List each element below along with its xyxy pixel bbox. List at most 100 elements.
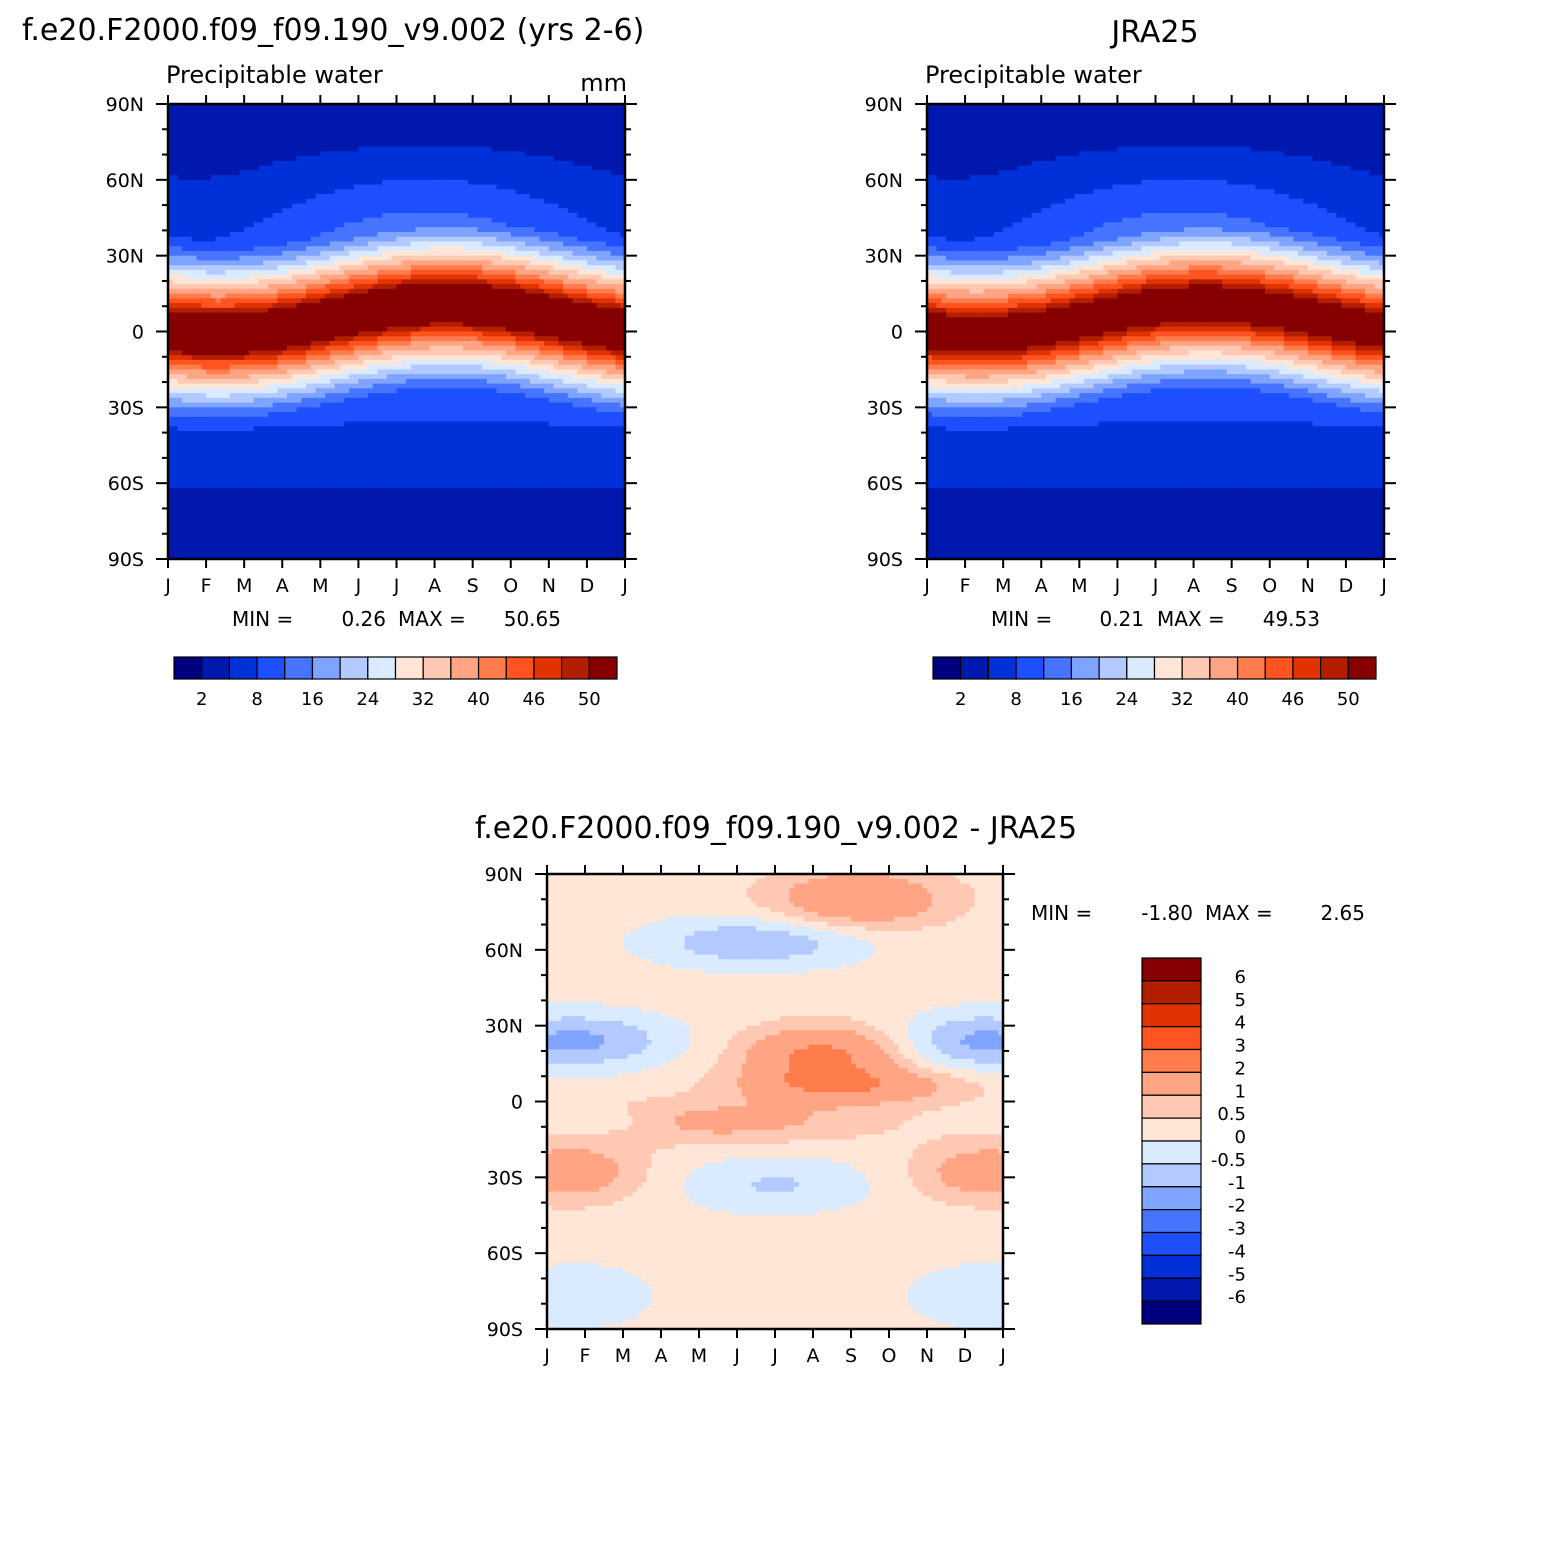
contour-cell [463, 293, 469, 299]
contour-cell [215, 198, 221, 205]
contour-cell [287, 156, 293, 162]
contour-cell [248, 104, 255, 110]
contour-cell [229, 255, 236, 262]
contour-cell [358, 122, 364, 129]
contour-cell [539, 322, 545, 328]
contour-cell [577, 184, 583, 190]
contour-cell [258, 274, 264, 280]
contour-cell [439, 336, 445, 342]
contour-cell [348, 160, 355, 167]
contour-cell [415, 322, 421, 328]
contour-cell [220, 127, 226, 134]
contour-cell [515, 307, 521, 314]
contour-cell [429, 122, 436, 129]
contour-cell [520, 146, 526, 152]
contour-cell [287, 104, 293, 110]
contour-cell [482, 118, 488, 124]
contour-cell [605, 194, 612, 200]
contour-cell [496, 241, 502, 247]
contour-cell [472, 217, 479, 224]
contour-cell [548, 165, 555, 171]
contour-cell [348, 260, 355, 266]
contour-cell [463, 179, 469, 186]
contour-cell [534, 340, 540, 347]
contour-cell [605, 250, 612, 257]
contour-cell [382, 246, 388, 252]
contour-cell [586, 298, 593, 304]
contour-cell [529, 151, 536, 157]
contour-cell [548, 236, 555, 243]
contour-cell [267, 165, 274, 171]
contour-cell [282, 160, 288, 167]
contour-cell [429, 284, 436, 290]
contour-cell [463, 345, 469, 352]
contour-cell [277, 269, 283, 276]
contour-cell [239, 279, 245, 285]
contour-cell [434, 260, 440, 266]
contour-cell [525, 293, 531, 299]
contour-cell [320, 122, 326, 129]
contour-cell [177, 127, 183, 134]
contour-cell [196, 222, 202, 228]
contour-cell [277, 331, 283, 337]
contour-cell [620, 260, 626, 266]
contour-cell [301, 250, 307, 257]
contour-cell [467, 317, 474, 323]
contour-cell [539, 203, 545, 209]
contour-cell [358, 326, 364, 333]
contour-cell [406, 122, 412, 129]
contour-cell [486, 241, 493, 247]
contour-cell [239, 307, 245, 314]
contour-cell [553, 322, 559, 328]
contour-cell [177, 189, 183, 195]
contour-cell [510, 213, 517, 219]
contour-cell [177, 146, 183, 152]
contour-cell [596, 312, 602, 318]
contour-cell [282, 326, 288, 333]
contour-cell [534, 198, 540, 205]
contour-cell [229, 170, 236, 176]
contour-cell [477, 269, 483, 276]
contour-cell [586, 104, 593, 110]
contour-cell [463, 279, 469, 285]
contour-cell [329, 184, 336, 190]
contour-cell [206, 336, 212, 342]
contour-cell [396, 312, 402, 318]
contour-cell [377, 217, 383, 224]
contour-cell [396, 217, 402, 224]
contour-cell [282, 222, 288, 228]
contour-cell [605, 236, 612, 243]
contour-cell [401, 227, 407, 233]
contour-cell [539, 284, 545, 290]
contour-cell [572, 170, 578, 176]
contour-cell [439, 156, 445, 162]
contour-cell [548, 194, 555, 200]
contour-cell [372, 293, 379, 299]
contour-cell [601, 307, 607, 314]
contour-cell [539, 137, 545, 143]
contour-cell [482, 227, 488, 233]
contour-cell [615, 227, 621, 233]
contour-cell [420, 326, 426, 333]
contour-cell [486, 317, 493, 323]
contour-cell [339, 194, 345, 200]
contour-cell [510, 317, 517, 323]
contour-cell [225, 194, 231, 200]
contour-cell [505, 184, 512, 190]
contour-cell [553, 336, 559, 342]
contour-cell [253, 322, 260, 328]
contour-cell [567, 246, 574, 252]
contour-cell [344, 293, 350, 299]
contour-cell [372, 146, 379, 152]
contour-cell [172, 104, 179, 110]
contour-cell [201, 231, 207, 238]
contour-cell [553, 284, 559, 290]
contour-cell [453, 274, 459, 280]
contour-cell [358, 170, 364, 176]
contour-cell [367, 217, 374, 224]
contour-cell [515, 260, 521, 266]
contour-cell [510, 198, 517, 205]
contour-cell [505, 340, 512, 347]
contour-cell [406, 279, 412, 285]
contour-cell [267, 317, 274, 323]
